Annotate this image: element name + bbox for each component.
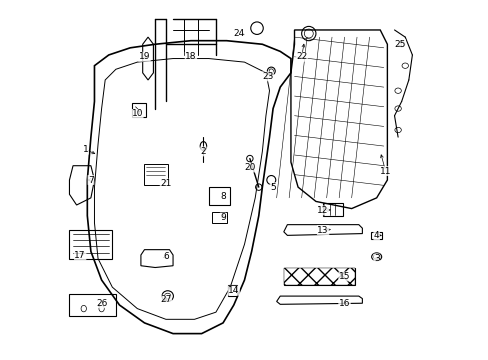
Text: 22: 22 xyxy=(295,52,306,61)
Polygon shape xyxy=(283,267,354,285)
Text: 9: 9 xyxy=(220,213,225,222)
Text: 1: 1 xyxy=(82,145,88,154)
Text: 2: 2 xyxy=(200,147,206,156)
Text: 23: 23 xyxy=(262,72,273,81)
Text: 5: 5 xyxy=(270,183,275,192)
Text: 24: 24 xyxy=(233,29,244,38)
Text: 13: 13 xyxy=(317,225,328,234)
Text: 16: 16 xyxy=(338,299,349,308)
Text: 12: 12 xyxy=(317,206,328,215)
Text: 11: 11 xyxy=(379,167,390,176)
Text: 20: 20 xyxy=(244,163,255,172)
Bar xyxy=(208,187,230,205)
Text: 19: 19 xyxy=(139,52,150,61)
Text: 4: 4 xyxy=(373,231,379,240)
Bar xyxy=(323,203,342,216)
Text: 14: 14 xyxy=(227,286,239,295)
Text: 3: 3 xyxy=(373,254,379,263)
Bar xyxy=(212,212,226,223)
Bar xyxy=(228,285,237,296)
Text: 25: 25 xyxy=(393,40,405,49)
Text: 15: 15 xyxy=(338,272,349,281)
Text: 7: 7 xyxy=(88,176,94,185)
Text: 27: 27 xyxy=(160,295,171,304)
Text: 18: 18 xyxy=(185,52,196,61)
Bar xyxy=(144,164,167,185)
Text: 6: 6 xyxy=(163,252,168,261)
Bar xyxy=(132,103,145,117)
Text: 10: 10 xyxy=(131,109,143,118)
Bar xyxy=(69,230,112,258)
Text: 17: 17 xyxy=(74,251,86,260)
Bar xyxy=(283,267,354,285)
Bar xyxy=(370,232,381,239)
Text: 21: 21 xyxy=(160,179,171,188)
Text: 26: 26 xyxy=(96,299,107,308)
Bar xyxy=(69,294,116,316)
Text: 8: 8 xyxy=(220,192,225,201)
